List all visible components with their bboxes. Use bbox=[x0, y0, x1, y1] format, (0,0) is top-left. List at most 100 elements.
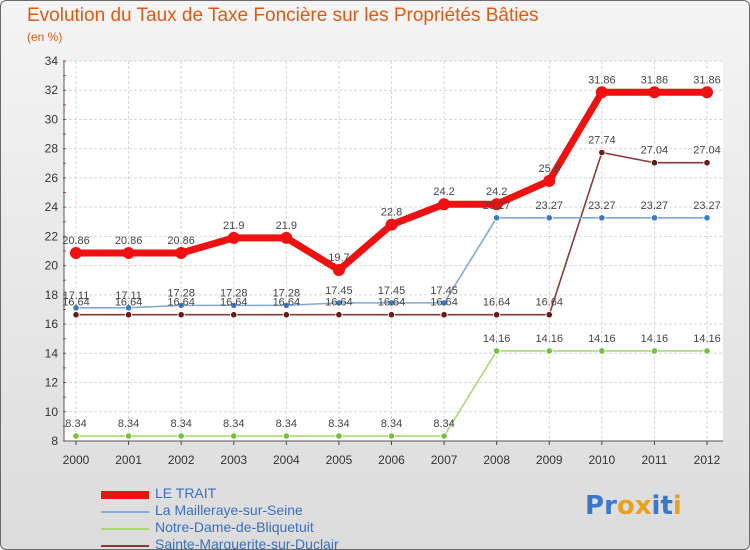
legend-swatch bbox=[101, 528, 149, 530]
data-point-la-mailleraye-sur-seine bbox=[545, 214, 553, 222]
logo-letter: t bbox=[660, 491, 673, 521]
data-label-la-mailleraye-sur-seine: 17.11 bbox=[63, 290, 90, 302]
data-point-notre-dame-de-bliquetuit bbox=[440, 432, 448, 440]
data-point-le-trait bbox=[701, 86, 713, 99]
data-label-le-trait: 31.86 bbox=[588, 74, 616, 86]
data-label-la-mailleraye-sur-seine: 17.45 bbox=[378, 285, 406, 297]
data-label-notre-dame-de-bliquetuit: 14.16 bbox=[535, 333, 563, 345]
data-point-la-mailleraye-sur-seine bbox=[440, 299, 448, 307]
data-label-la-mailleraye-sur-seine: 23.27 bbox=[641, 200, 669, 212]
data-point-la-mailleraye-sur-seine bbox=[177, 301, 185, 309]
data-point-la-mailleraye-sur-seine bbox=[387, 299, 396, 307]
y-tick-label: 10 bbox=[45, 405, 59, 419]
data-point-le-trait bbox=[332, 264, 345, 276]
data-label-le-trait: 24.2 bbox=[433, 186, 454, 198]
data-point-sainte-marguerite-sur-duclair bbox=[177, 311, 185, 319]
data-label-la-mailleraye-sur-seine: 17.11 bbox=[115, 290, 142, 302]
data-point-le-trait bbox=[595, 86, 608, 99]
x-tick-label: 2010 bbox=[588, 453, 615, 467]
legend-label: La Mailleraye-sur-Seine bbox=[155, 502, 303, 518]
x-tick-label: 2000 bbox=[63, 453, 90, 467]
y-tick-label: 14 bbox=[45, 346, 59, 360]
legend-swatch bbox=[101, 511, 149, 513]
data-label-sainte-marguerite-sur-duclair: 16.64 bbox=[535, 297, 563, 309]
data-label-la-mailleraye-sur-seine: 23.27 bbox=[693, 200, 721, 212]
data-point-sainte-marguerite-sur-duclair bbox=[598, 148, 606, 157]
data-point-sainte-marguerite-sur-duclair bbox=[650, 159, 659, 167]
data-point-la-mailleraye-sur-seine bbox=[72, 304, 80, 312]
data-label-notre-dame-de-bliquetuit: 8.34 bbox=[381, 418, 402, 430]
data-label-notre-dame-de-bliquetuit: 14.16 bbox=[693, 333, 721, 345]
data-label-la-mailleraye-sur-seine: 17.28 bbox=[273, 287, 301, 299]
data-label-notre-dame-de-bliquetuit: 8.34 bbox=[433, 418, 454, 430]
data-label-sainte-marguerite-sur-duclair: 16.64 bbox=[62, 297, 90, 309]
chart-title: Evolution du Taux de Taxe Foncière sur l… bbox=[27, 5, 539, 26]
data-point-le-trait bbox=[175, 247, 188, 260]
data-point-sainte-marguerite-sur-duclair bbox=[282, 311, 290, 319]
data-point-le-trait bbox=[648, 86, 661, 99]
data-label-le-trait: 31.86 bbox=[641, 74, 669, 86]
x-tick-label: 2007 bbox=[431, 453, 458, 467]
data-point-le-trait bbox=[122, 247, 135, 260]
data-label-le-trait: 22.8 bbox=[381, 207, 402, 219]
data-label-le-trait: 19.7 bbox=[328, 252, 349, 264]
data-label-sainte-marguerite-sur-duclair: 16.64 bbox=[325, 297, 353, 309]
data-point-la-mailleraye-sur-seine bbox=[703, 214, 711, 222]
y-tick-label: 32 bbox=[45, 83, 59, 97]
data-label-sainte-marguerite-sur-duclair: 27.04 bbox=[641, 145, 669, 157]
y-tick-label: 12 bbox=[45, 376, 59, 390]
y-tick-label: 28 bbox=[45, 142, 59, 156]
data-point-notre-dame-de-bliquetuit bbox=[124, 432, 133, 440]
data-label-le-trait: 21.9 bbox=[223, 220, 244, 232]
logo-letter: r bbox=[604, 491, 617, 521]
data-label-sainte-marguerite-sur-duclair: 16.64 bbox=[378, 297, 406, 309]
data-label-notre-dame-de-bliquetuit: 14.16 bbox=[641, 333, 669, 345]
logo-letter: P bbox=[585, 491, 605, 521]
y-tick-label: 20 bbox=[45, 259, 59, 273]
legend-swatch bbox=[101, 545, 149, 547]
data-label-notre-dame-de-bliquetuit: 8.34 bbox=[65, 418, 86, 430]
data-point-sainte-marguerite-sur-duclair bbox=[545, 311, 553, 319]
x-tick-label: 2004 bbox=[273, 453, 300, 467]
x-tick-label: 2002 bbox=[168, 453, 195, 467]
x-tick-label: 2009 bbox=[536, 453, 563, 467]
data-label-le-trait: 21.9 bbox=[276, 220, 297, 232]
y-tick-label: 30 bbox=[45, 112, 59, 126]
data-label-la-mailleraye-sur-seine: 17.28 bbox=[167, 287, 195, 299]
data-label-sainte-marguerite-sur-duclair: 27.74 bbox=[588, 134, 616, 146]
y-tick-label: 8 bbox=[51, 434, 58, 448]
data-point-la-mailleraye-sur-seine bbox=[335, 299, 343, 307]
x-tick-label: 2006 bbox=[378, 453, 405, 467]
y-tick-label: 22 bbox=[45, 229, 59, 243]
data-point-sainte-marguerite-sur-duclair bbox=[124, 311, 133, 319]
y-tick-label: 16 bbox=[45, 317, 59, 331]
data-point-le-trait bbox=[490, 198, 503, 211]
data-label-le-trait: 20.86 bbox=[62, 235, 90, 247]
legend-label: LE TRAIT bbox=[155, 485, 217, 501]
data-label-la-mailleraye-sur-seine: 17.28 bbox=[220, 287, 248, 299]
data-point-notre-dame-de-bliquetuit bbox=[598, 347, 606, 355]
data-point-le-trait bbox=[385, 218, 398, 231]
data-label-sainte-marguerite-sur-duclair: 16.64 bbox=[167, 297, 195, 309]
logo-letter: o bbox=[616, 491, 635, 521]
x-tick-label: 2012 bbox=[694, 453, 721, 467]
data-point-la-mailleraye-sur-seine bbox=[124, 304, 133, 312]
data-point-la-mailleraye-sur-seine bbox=[230, 301, 238, 309]
x-tick-label: 2001 bbox=[115, 453, 142, 467]
data-label-sainte-marguerite-sur-duclair: 16.64 bbox=[430, 297, 458, 309]
data-point-notre-dame-de-bliquetuit bbox=[703, 347, 711, 355]
data-label-le-trait: 20.86 bbox=[115, 235, 143, 247]
logo-letter: i bbox=[651, 491, 661, 521]
data-label-la-mailleraye-sur-seine: 17.45 bbox=[430, 285, 458, 297]
data-point-sainte-marguerite-sur-duclair bbox=[230, 311, 238, 319]
data-point-la-mailleraye-sur-seine bbox=[598, 214, 606, 222]
data-label-le-trait: 31.86 bbox=[693, 74, 721, 86]
data-label-notre-dame-de-bliquetuit: 8.34 bbox=[328, 418, 349, 430]
data-point-sainte-marguerite-sur-duclair bbox=[387, 311, 396, 319]
data-point-le-trait bbox=[70, 247, 82, 260]
y-tick-label: 34 bbox=[45, 54, 59, 68]
data-point-notre-dame-de-bliquetuit bbox=[387, 432, 396, 440]
data-label-la-mailleraye-sur-seine: 23.27 bbox=[588, 200, 616, 212]
